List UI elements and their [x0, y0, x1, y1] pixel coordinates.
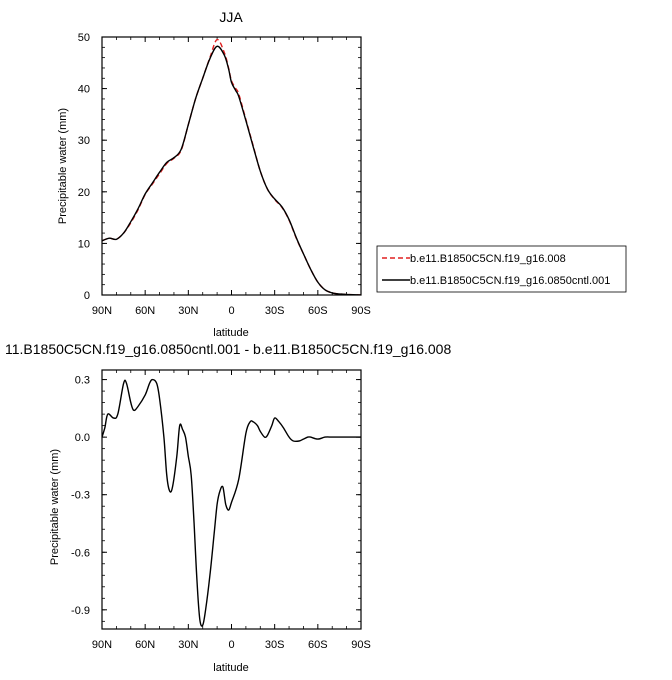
top-ylabel: Precipitable water (mm) — [57, 108, 69, 224]
bottom-panel: 11.B1850C5CN.f19_g16.0850cntl.001 - b.e1… — [5, 341, 451, 674]
x-tick-label-1-1: 60N — [135, 639, 155, 651]
top-plot-frame — [101, 36, 362, 296]
top-series-lines — [102, 38, 361, 295]
bottom-ylabel: Precipitable water (mm) — [49, 449, 61, 565]
series-line-1-0 — [102, 378, 361, 627]
top-panel: JJA Precipitable water (mm) latitude 90N… — [57, 9, 371, 339]
x-tick-label-0-1: 60N — [135, 305, 155, 317]
series-line-0-0 — [102, 38, 361, 295]
y-tick-label-0-5: 50 — [78, 32, 90, 44]
legend-label-series-2: b.e11.B1850C5CN.f19_g16.0850cntl.001 — [410, 275, 610, 287]
top-xlabel: latitude — [213, 327, 248, 339]
y-tick-label-1-2: -0.3 — [71, 490, 90, 502]
x-tick-label-1-0: 90N — [92, 639, 112, 651]
x-tick-label-1-2: 30N — [178, 639, 198, 651]
x-tick-label-0-0: 90N — [92, 305, 112, 317]
y-tick-label-0-0: 0 — [84, 290, 90, 302]
y-tick-label-1-1: 0.0 — [75, 432, 90, 444]
x-tick-label-0-3: 0 — [228, 305, 234, 317]
bottom-plot-frame — [101, 369, 362, 630]
y-tick-label-0-3: 30 — [78, 135, 90, 147]
y-tick-label-0-4: 40 — [78, 84, 90, 96]
x-tick-label-0-5: 60S — [308, 305, 328, 317]
x-tick-label-1-3: 0 — [228, 639, 234, 651]
series-line-0-1 — [102, 45, 361, 295]
bottom-xlabel: latitude — [213, 662, 248, 674]
top-title: JJA — [219, 9, 243, 25]
x-tick-label-0-4: 30S — [265, 305, 285, 317]
bottom-axis-ticks: 90N 60N 30N 0 30S 60S 90S 0.3 0.0 -0.3 -0.6 -0.9 — [71, 370, 371, 651]
y-tick-label-1-3: -0.6 — [71, 547, 90, 559]
bottom-series-lines — [102, 378, 361, 627]
x-tick-label-1-4: 30S — [265, 639, 285, 651]
y-tick-label-0-1: 10 — [78, 238, 90, 250]
legend-label-series-1: b.e11.B1850C5CN.f19_g16.008 — [410, 253, 566, 265]
y-tick-label-1-4: -0.9 — [71, 605, 90, 617]
legend-box — [376, 245, 627, 293]
x-tick-label-0-2: 30N — [178, 305, 198, 317]
top-axis-ticks: 90N 60N 30N 0 30S 60S 90S 0 10 20 30 40 50 — [78, 32, 371, 317]
x-tick-label-1-5: 60S — [308, 639, 328, 651]
y-tick-label-0-2: 20 — [78, 187, 90, 199]
x-tick-label-1-6: 90S — [351, 639, 371, 651]
legend: b.e11.B1850C5CN.f19_g16.008 b.e11.B1850C… — [376, 245, 627, 293]
y-tick-label-1-0: 0.3 — [75, 375, 90, 387]
x-tick-label-0-6: 90S — [351, 305, 371, 317]
bottom-title: 11.B1850C5CN.f19_g16.0850cntl.001 - b.e1… — [5, 341, 451, 357]
